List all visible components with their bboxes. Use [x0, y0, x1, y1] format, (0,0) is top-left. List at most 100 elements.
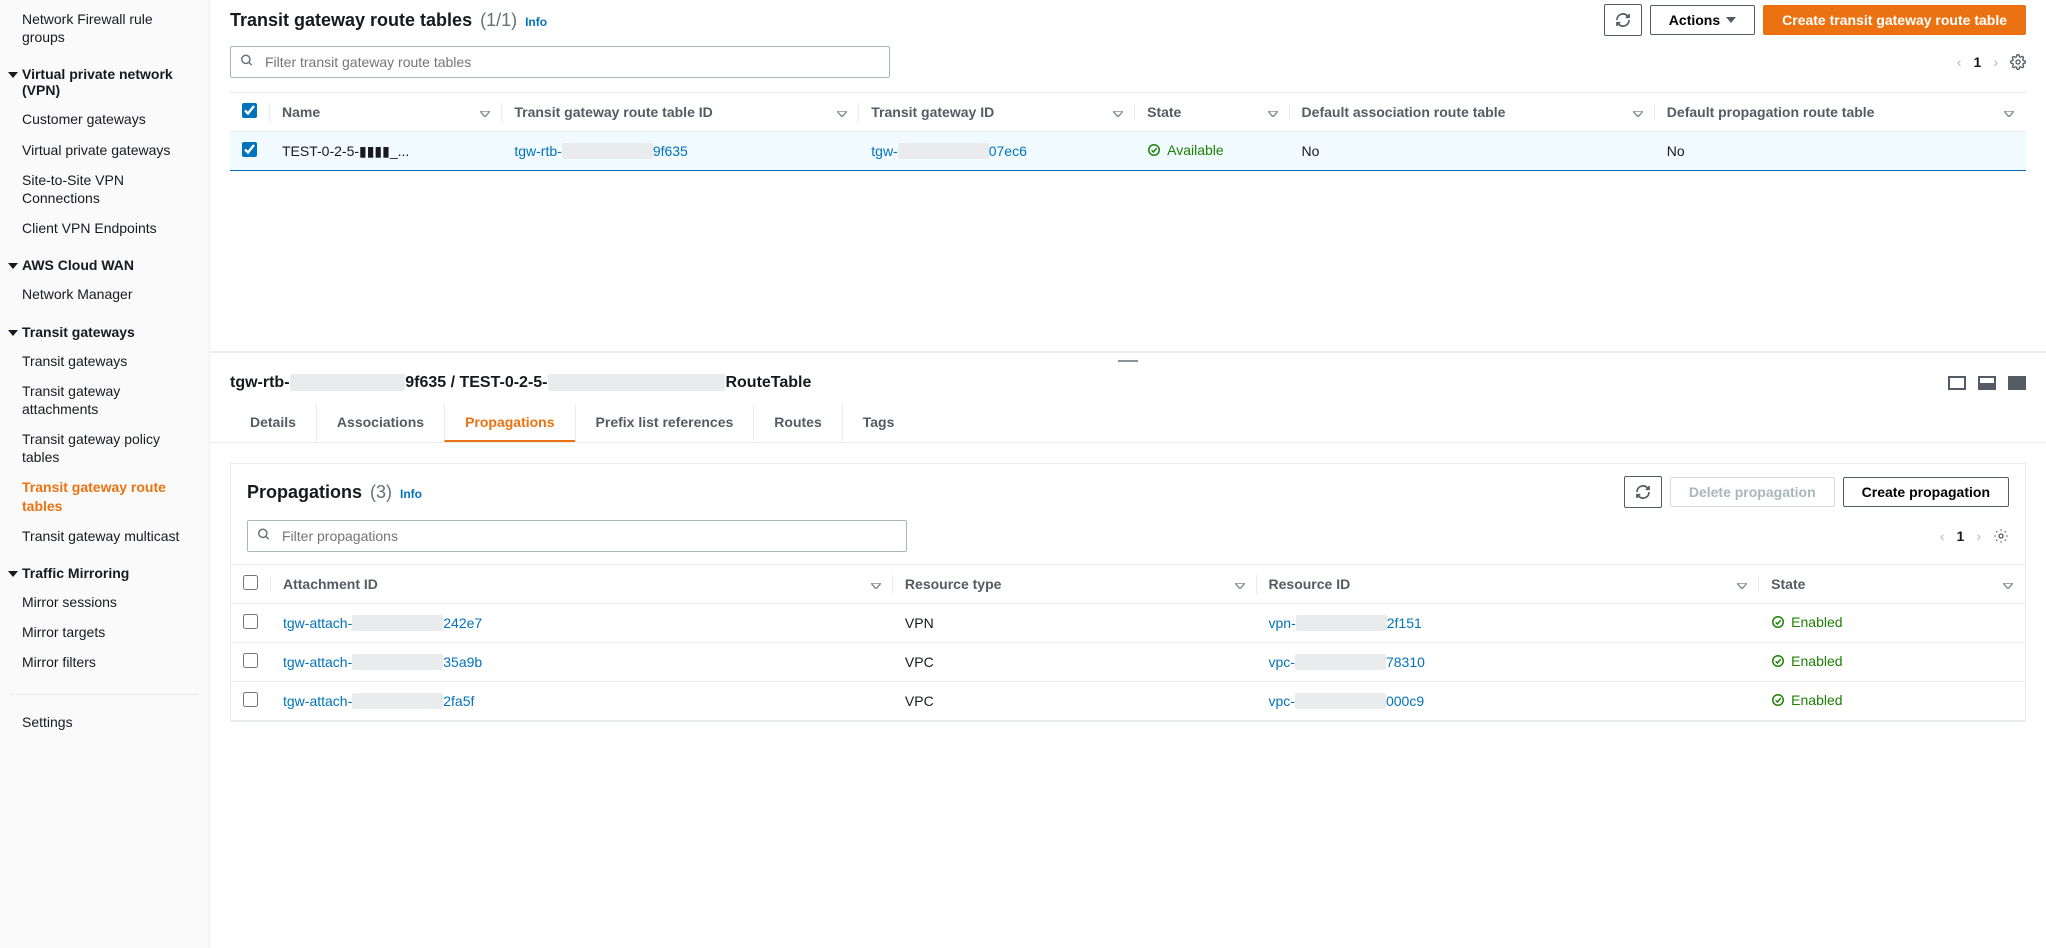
sidebar-item[interactable]: Transit gateway route tables: [0, 472, 209, 520]
caret-down-icon: [8, 70, 20, 80]
tab-associations[interactable]: Associations: [316, 404, 444, 442]
view-compact-icon[interactable]: [1948, 376, 1966, 390]
view-split-icon[interactable]: [1978, 376, 1996, 390]
sort-icon[interactable]: [2004, 104, 2014, 120]
next-page-icon[interactable]: ›: [1976, 528, 1981, 544]
propagations-table: Attachment IDResource typeResource IDSta…: [231, 564, 2025, 721]
column-header[interactable]: Default association route table: [1290, 93, 1655, 132]
sidebar-item[interactable]: Transit gateway policy tables: [0, 424, 209, 472]
filter-input[interactable]: [230, 46, 890, 78]
create-button[interactable]: Create transit gateway route table: [1763, 5, 2026, 35]
create-propagation-button[interactable]: Create propagation: [1843, 477, 2009, 507]
column-header[interactable]: Name: [270, 93, 502, 132]
column-header[interactable]: Resource ID: [1257, 565, 1760, 604]
tab-propagations[interactable]: Propagations: [444, 404, 574, 442]
column-header[interactable]: State: [1759, 565, 2025, 604]
sidebar-item[interactable]: Customer gateways: [0, 104, 209, 134]
item-count: (1/1): [480, 10, 517, 31]
select-all-checkbox[interactable]: [242, 103, 257, 118]
view-full-icon[interactable]: [2008, 376, 2026, 390]
delete-propagation-button[interactable]: Delete propagation: [1670, 477, 1835, 507]
column-header[interactable]: Default propagation route table: [1655, 93, 2026, 132]
propagations-info[interactable]: Info: [400, 487, 422, 501]
nav-group-header[interactable]: Traffic Mirroring: [0, 559, 209, 587]
view-toggles: [1948, 376, 2026, 390]
sort-icon[interactable]: [1737, 576, 1747, 592]
sort-icon[interactable]: [871, 576, 881, 592]
prev-page-icon[interactable]: ‹: [1957, 54, 1962, 70]
sidebar-item[interactable]: Virtual private gateways: [0, 135, 209, 165]
sidebar-item[interactable]: Mirror sessions: [0, 587, 209, 617]
pagination-propagations: ‹ 1 ›: [1940, 528, 2009, 544]
attachment-id-link[interactable]: tgw-attach-xxxxxxxxxxxxx2fa5f: [283, 693, 474, 709]
row-checkbox[interactable]: [243, 614, 258, 629]
table-row[interactable]: TEST-0-2-5-▮▮▮▮_... tgw-rtb-xxxxxxxxxxxx…: [230, 132, 2026, 171]
sidebar: Network Firewall rule groups Virtual priv…: [0, 0, 210, 948]
sidebar-item[interactable]: Network Manager: [0, 279, 209, 309]
info-link[interactable]: Info: [525, 15, 547, 29]
tab-details[interactable]: Details: [230, 404, 316, 442]
sort-icon[interactable]: [1633, 104, 1643, 120]
sidebar-item[interactable]: Client VPN Endpoints: [0, 213, 209, 243]
status-badge: Enabled: [1771, 692, 1842, 708]
sidebar-settings[interactable]: Settings: [0, 707, 209, 737]
sidebar-item[interactable]: Mirror targets: [0, 617, 209, 647]
nav-group-header[interactable]: Virtual private network (VPN): [0, 60, 209, 104]
table-row[interactable]: tgw-attach-xxxxxxxxxxxxx242e7VPNvpn-xxxx…: [231, 604, 2025, 643]
sort-icon[interactable]: [1235, 576, 1245, 592]
tab-tags[interactable]: Tags: [842, 404, 915, 442]
route-tables-table: NameTransit gateway route table IDTransi…: [230, 92, 2026, 171]
propagations-refresh-button[interactable]: [1624, 476, 1662, 508]
nav-group-header[interactable]: AWS Cloud WAN: [0, 251, 209, 279]
column-header[interactable]: Attachment ID: [271, 565, 893, 604]
pagination-top: ‹ 1 ›: [1957, 54, 2026, 70]
refresh-button[interactable]: [1604, 4, 1642, 36]
column-header[interactable]: Transit gateway route table ID: [502, 93, 859, 132]
nav-group-header[interactable]: Transit gateways: [0, 318, 209, 346]
sort-icon[interactable]: [480, 104, 490, 120]
prev-page-icon[interactable]: ‹: [1940, 528, 1945, 544]
sidebar-item[interactable]: Site-to-Site VPN Connections: [0, 165, 209, 213]
search-icon: [240, 54, 254, 71]
select-all-checkbox[interactable]: [243, 575, 258, 590]
detail-breadcrumb: tgw-rtb-xxxxxxxxxxxxx9f635 / TEST-0-2-5-…: [230, 374, 811, 392]
sidebar-item[interactable]: Mirror filters: [0, 647, 209, 677]
actions-button[interactable]: Actions: [1650, 5, 1755, 35]
sidebar-item[interactable]: Transit gateway multicast: [0, 521, 209, 551]
split-handle[interactable]: [210, 352, 2046, 368]
column-header[interactable]: Resource type: [893, 565, 1257, 604]
route-table-id-link[interactable]: tgw-rtb-xxxxxxxxxxxxx9f635: [514, 143, 688, 159]
sort-icon[interactable]: [1113, 104, 1123, 120]
tab-routes[interactable]: Routes: [753, 404, 841, 442]
sidebar-item[interactable]: Network Firewall rule groups: [0, 4, 209, 52]
column-header[interactable]: State: [1135, 93, 1289, 132]
gateway-id-link[interactable]: tgw-xxxxxxxxxxxxx07ec6: [871, 143, 1027, 159]
main-content: Transit gateway route tables (1/1) Info …: [210, 0, 2046, 948]
resource-id-link[interactable]: vpc-xxxxxxxxxxxxx78310: [1269, 654, 1425, 670]
row-checkbox[interactable]: [243, 692, 258, 707]
sort-icon[interactable]: [2003, 576, 2013, 592]
status-badge: Available: [1147, 142, 1224, 158]
next-page-icon[interactable]: ›: [1993, 54, 1998, 70]
sort-icon[interactable]: [1268, 104, 1278, 120]
propagations-filter-input[interactable]: [247, 520, 907, 552]
gear-icon[interactable]: [2010, 54, 2026, 70]
tab-prefix-list-references[interactable]: Prefix list references: [575, 404, 754, 442]
row-checkbox[interactable]: [243, 653, 258, 668]
sidebar-item[interactable]: Transit gateway attachments: [0, 376, 209, 424]
sidebar-item[interactable]: Transit gateways: [0, 346, 209, 376]
refresh-icon: [1635, 484, 1651, 500]
column-header[interactable]: Transit gateway ID: [859, 93, 1135, 132]
resource-id-link[interactable]: vpn-xxxxxxxxxxxxx2f151: [1269, 615, 1422, 631]
attachment-id-link[interactable]: tgw-attach-xxxxxxxxxxxxx35a9b: [283, 654, 482, 670]
table-row[interactable]: tgw-attach-xxxxxxxxxxxxx35a9bVPCvpc-xxxx…: [231, 643, 2025, 682]
attachment-id-link[interactable]: tgw-attach-xxxxxxxxxxxxx242e7: [283, 615, 482, 631]
row-checkbox[interactable]: [242, 142, 257, 157]
resource-id-link[interactable]: vpc-xxxxxxxxxxxxx000c9: [1269, 693, 1425, 709]
caret-down-icon: [1726, 17, 1736, 23]
table-row[interactable]: tgw-attach-xxxxxxxxxxxxx2fa5fVPCvpc-xxxx…: [231, 682, 2025, 721]
propagations-card: Propagations (3) Info Delete propagation…: [230, 463, 2026, 722]
sort-icon[interactable]: [837, 104, 847, 120]
detail-tabs: DetailsAssociationsPropagationsPrefix li…: [210, 404, 2046, 443]
gear-icon[interactable]: [1993, 528, 2009, 544]
